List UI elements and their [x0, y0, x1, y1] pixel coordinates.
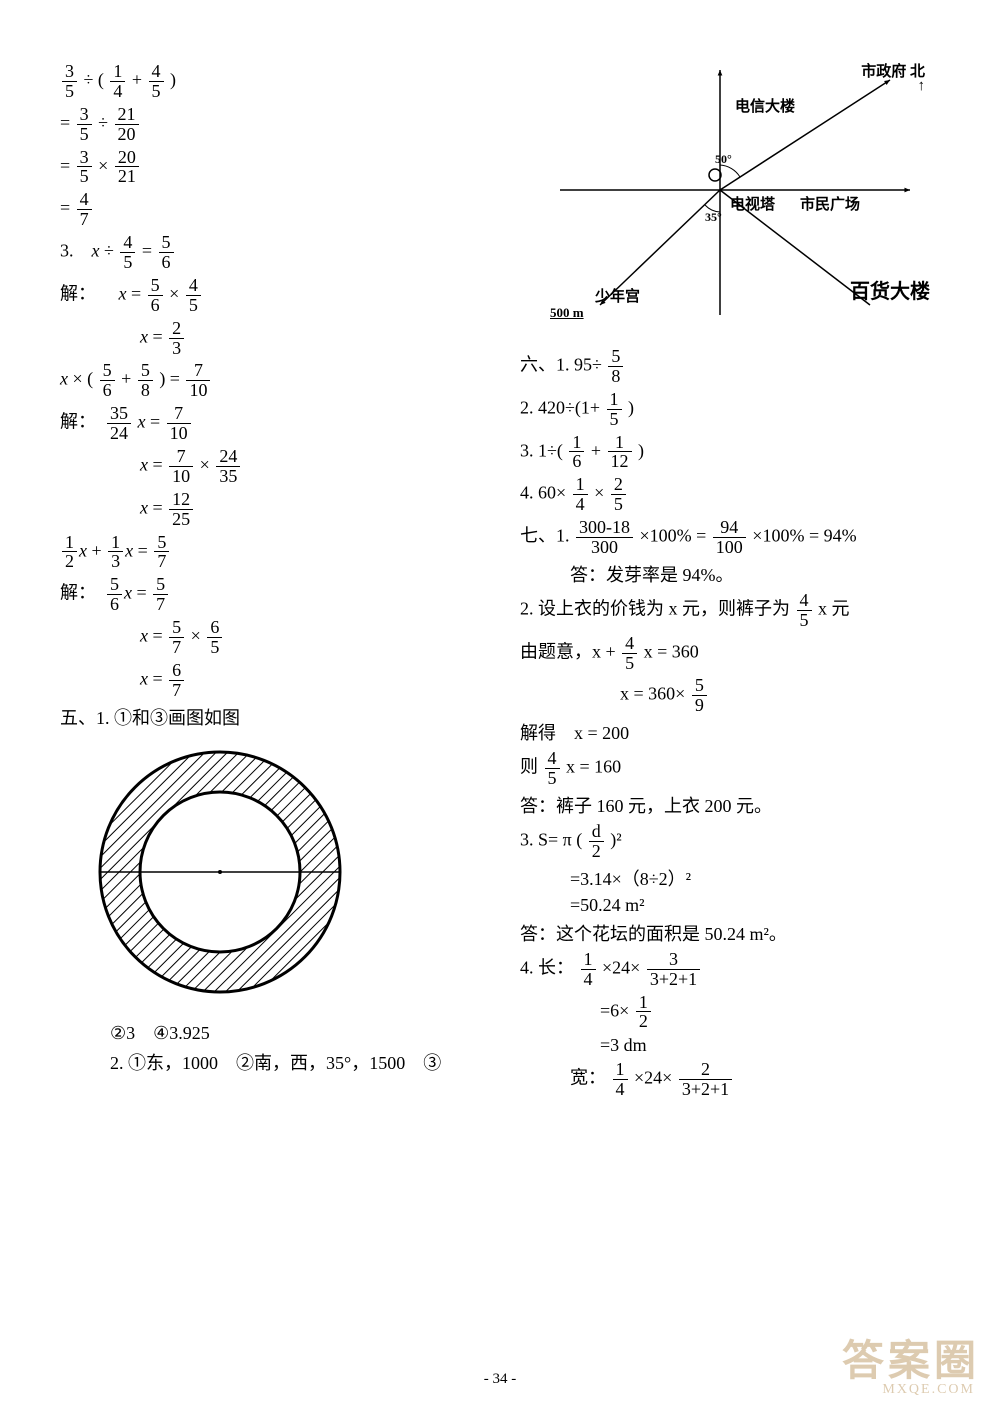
expr-line: x = 360× 59 — [620, 676, 960, 715]
label-scale: 500 m — [550, 305, 584, 321]
expr-line: =6× 12 — [600, 993, 960, 1032]
label-tower: 电视塔 — [730, 193, 775, 214]
expr-line: 3. 1÷( 16 + 112 ) — [520, 433, 960, 472]
expr-line: 宽： 14 ×24× 23+2+1 — [570, 1060, 960, 1099]
text-line: 2. ①东，1000 ②南，西，35°，1500 ③ — [110, 1049, 500, 1075]
expr-line: 2. 420÷(1+ 15 ) — [520, 390, 960, 429]
expr-line: x × ( 56 + 58 ) = 710 — [60, 361, 500, 400]
expr-line: 2. 设上衣的价钱为 x 元，则裤子为 45 x 元 — [520, 591, 960, 630]
page-root: 35 ÷ ( 14 + 45 ) = 35 ÷ 2120 = 35 × 2021… — [0, 0, 1000, 1121]
expr-line: x = 23 — [140, 319, 500, 358]
text-line: =50.24 m² — [570, 895, 960, 916]
expr-line: 解： 56x = 57 — [60, 575, 500, 614]
right-column: 市政府 北 ↑ 电信大楼 50° 电视塔 市民广场 35° 少年宫 500 m … — [520, 60, 960, 1101]
ring-diagram — [90, 742, 500, 1007]
label-50: 50° — [715, 152, 732, 167]
section-5-heading: 五、1. ①和③画图如图 — [60, 704, 500, 730]
expr-line: 则 45 x = 160 — [520, 749, 960, 788]
expr-line: 4. 长： 14 ×24× 33+2+1 — [520, 950, 960, 989]
expr-line: 4. 60× 14 × 25 — [520, 475, 960, 514]
expr-line: 12x + 13x = 57 — [60, 533, 500, 572]
expr-line: x = 710 × 2435 — [140, 447, 500, 486]
text-line: 解得 x = 200 — [520, 719, 960, 745]
expr-line: 3. x ÷ 45 = 56 — [60, 233, 500, 272]
label-dept: 百货大楼 — [850, 275, 930, 304]
expr-line: 由题意，x + 45 x = 360 — [520, 634, 960, 673]
left-column: 35 ÷ ( 14 + 45 ) = 35 ÷ 2120 = 35 × 2021… — [60, 60, 500, 1101]
expr-line: 3. S= π ( d2 )² — [520, 822, 960, 861]
label-plaza: 市民广场 — [800, 193, 860, 214]
north-arrow-icon: ↑ — [918, 78, 926, 95]
expr-line: 解： 3524 x = 710 — [60, 404, 500, 443]
text-line: 答：这个花坛的面积是 50.24 m²。 — [520, 920, 960, 946]
text-line: ②3 ④3.925 — [110, 1019, 500, 1045]
expr-line: = 47 — [60, 190, 500, 229]
expr-line: 35 ÷ ( 14 + 45 ) — [60, 62, 500, 101]
label-gov: 市政府 北 — [861, 60, 925, 81]
expr-line: x = 1225 — [140, 490, 500, 529]
text-line: =3.14×（8÷2）² — [570, 865, 960, 891]
text-line: 答：发芽率是 94%。 — [570, 561, 960, 587]
compass-diagram: 市政府 北 ↑ 电信大楼 50° 电视塔 市民广场 35° 少年宫 500 m … — [550, 60, 930, 320]
label-youth: 少年宫 — [595, 285, 640, 306]
expr-line: x = 57 × 65 — [140, 618, 500, 657]
text-line: =3 dm — [600, 1035, 960, 1056]
expr-line: 七、1. 300-18300 ×100% = 94100 ×100% = 94% — [520, 518, 960, 557]
watermark-sub: MXQE.COM — [882, 1382, 975, 1398]
label-35: 35° — [705, 210, 722, 225]
expr-line: 解： x = 56 × 45 — [60, 276, 500, 315]
label-telecom: 电信大楼 — [735, 95, 795, 116]
expr-line: = 35 ÷ 2120 — [60, 105, 500, 144]
watermark: 答案圈 — [842, 1327, 980, 1388]
expr-line: 六、1. 95÷ 58 — [520, 347, 960, 386]
expr-line: = 35 × 2021 — [60, 148, 500, 187]
text-line: 答：裤子 160 元，上衣 200 元。 — [520, 792, 960, 818]
expr-line: x = 67 — [140, 661, 500, 700]
